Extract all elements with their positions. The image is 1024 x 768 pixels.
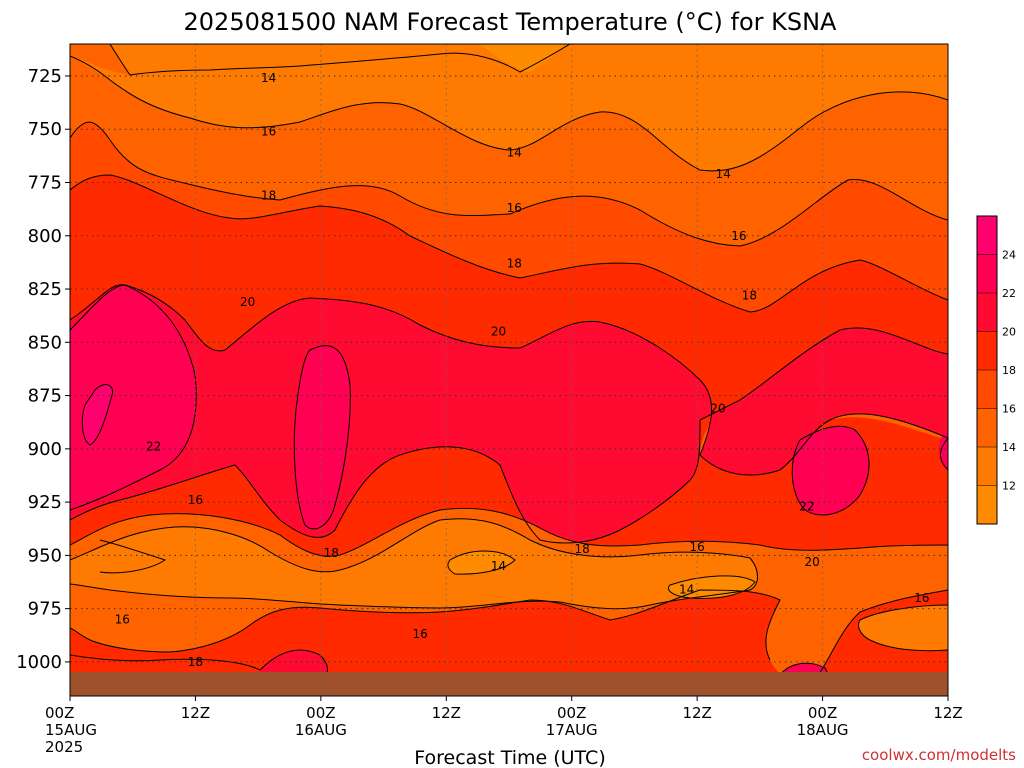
plot-frame bbox=[69, 43, 949, 697]
contour-label: 14 bbox=[261, 71, 276, 85]
x-tick-label: 18AUG bbox=[797, 721, 849, 739]
contour-label: 22 bbox=[146, 440, 161, 454]
band-22-24-b bbox=[294, 345, 351, 529]
contour-label: 16 bbox=[507, 201, 522, 215]
x-tick-label: 12Z bbox=[181, 704, 210, 722]
y-tick-label: 800 bbox=[28, 226, 62, 247]
contour-label: 18 bbox=[324, 546, 339, 560]
colorbar-tick-label: 18 bbox=[1002, 364, 1016, 377]
contour-label: 20 bbox=[240, 295, 255, 309]
contour-label: 16 bbox=[731, 229, 746, 243]
x-tick-label: 17AUG bbox=[546, 721, 598, 739]
contour-label: 16 bbox=[261, 124, 276, 138]
contour-label: 16 bbox=[115, 612, 130, 626]
x-tick-label: 12Z bbox=[432, 704, 461, 722]
contour-label: 18 bbox=[261, 188, 276, 202]
terrain bbox=[70, 672, 948, 696]
credit-text[interactable]: coolwx.com/modelts bbox=[862, 746, 1016, 764]
colorbar-tick-label: 14 bbox=[1002, 441, 1016, 454]
x-tick-label: 00Z bbox=[808, 704, 837, 722]
colorbar: 12 14 16 18 20 22 24 bbox=[976, 215, 1016, 525]
band-22-24-c bbox=[792, 426, 870, 515]
x-tick-label: 2025 bbox=[45, 738, 83, 756]
y-tick-label: 975 bbox=[28, 599, 62, 620]
contour-label: 14 bbox=[716, 167, 731, 181]
contour-label: 20 bbox=[710, 401, 725, 415]
band-10-12-low-a bbox=[447, 551, 515, 575]
colorbar-swatch bbox=[977, 216, 997, 255]
contour-label: 18 bbox=[575, 542, 590, 556]
y-tick-label: 750 bbox=[28, 119, 62, 140]
band-24-26 bbox=[82, 384, 113, 445]
y-tick-label: 875 bbox=[28, 386, 62, 407]
contour-label: 16 bbox=[188, 493, 203, 507]
chart-title: 2025081500 NAM Forecast Temperature (°C)… bbox=[184, 8, 838, 36]
x-tick-label: 12Z bbox=[933, 704, 962, 722]
y-tick-label: 950 bbox=[28, 545, 62, 566]
y-axis: 725 750 775 800 825 850 875 900 925 950 975 1000 bbox=[16, 66, 70, 673]
x-tick-label: 12Z bbox=[682, 704, 711, 722]
colorbar-swatch bbox=[977, 293, 997, 332]
band-20-22 bbox=[70, 284, 948, 543]
colorbar-tick-label: 20 bbox=[1002, 326, 1016, 339]
colorbar-tick-label: 12 bbox=[1002, 480, 1016, 493]
y-tick-label: 850 bbox=[28, 332, 62, 353]
x-axis-label: Forecast Time (UTC) bbox=[414, 747, 605, 768]
contour-label: 18 bbox=[188, 655, 203, 669]
colorbar-swatch bbox=[977, 408, 997, 447]
x-tick-label: 00Z bbox=[557, 704, 586, 722]
band-12-14 bbox=[70, 44, 948, 171]
y-tick-label: 725 bbox=[28, 66, 62, 87]
contour-label: 18 bbox=[507, 256, 522, 270]
y-tick-label: 1000 bbox=[16, 652, 62, 673]
grid bbox=[70, 44, 948, 696]
contour-label: 22 bbox=[799, 499, 814, 513]
band-16-18 bbox=[70, 122, 948, 313]
x-tick-label: 16AUG bbox=[295, 721, 347, 739]
band-22-24-a bbox=[70, 285, 197, 510]
y-tick-label: 825 bbox=[28, 279, 62, 300]
colorbar-tick-label: 24 bbox=[1002, 249, 1016, 262]
colorbar-swatch bbox=[977, 254, 997, 293]
band-10-12 bbox=[480, 44, 565, 72]
contour-label: 18 bbox=[742, 288, 757, 302]
colorbar-tick-label: 16 bbox=[1002, 403, 1016, 416]
contour-label: 14 bbox=[507, 146, 522, 160]
contour-label: 14 bbox=[491, 559, 506, 573]
plot-area: 14 14 14 16 16 16 18 18 18 20 20 20 20 22 22 16 16 16 16 16… bbox=[70, 44, 948, 696]
contour-labels: 14 14 14 16 16 16 18 18 18 20 20 20 20 22 22 16 16 16 16 16… bbox=[115, 71, 930, 669]
x-tick-label: 00Z bbox=[306, 704, 335, 722]
x-tick-label: 00Z bbox=[45, 704, 74, 722]
x-tick-label: 15AUG bbox=[45, 721, 97, 739]
colorbar-swatch bbox=[977, 447, 997, 486]
colorbar-swatch bbox=[977, 485, 997, 524]
contour-label: 14 bbox=[679, 582, 694, 596]
contour-label: 20 bbox=[804, 555, 819, 569]
colorbar-tick-label: 22 bbox=[1002, 287, 1016, 300]
y-tick-label: 900 bbox=[28, 439, 62, 460]
colorbar-swatch bbox=[977, 370, 997, 409]
colorbar-swatch bbox=[977, 331, 997, 370]
y-tick-label: 775 bbox=[28, 172, 62, 193]
contour-label: 16 bbox=[914, 591, 929, 605]
contour-label: 16 bbox=[690, 540, 705, 554]
y-tick-label: 925 bbox=[28, 492, 62, 513]
contour-lines bbox=[70, 44, 948, 681]
contour-label: 20 bbox=[491, 325, 506, 339]
band-12-14-low bbox=[70, 518, 758, 609]
contour-label: 16 bbox=[413, 627, 428, 641]
